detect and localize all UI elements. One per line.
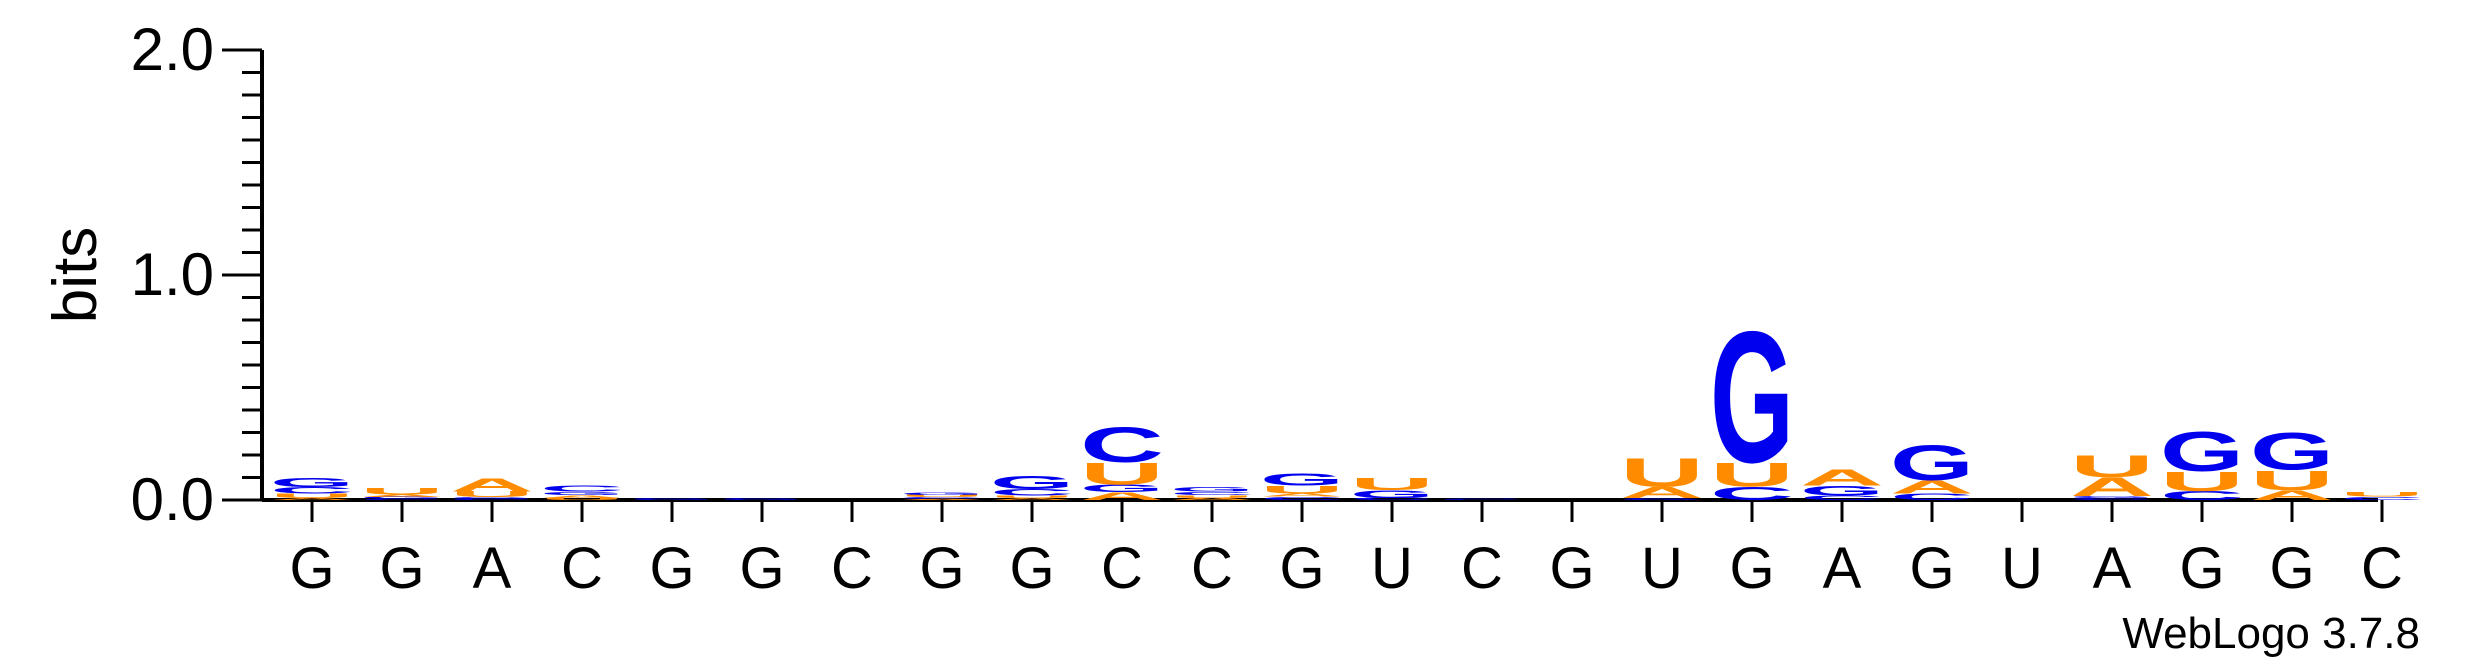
x-tick-label: C [1101, 536, 1143, 601]
x-tick-label: C [1191, 536, 1233, 601]
logo-letter-C: C [990, 487, 1074, 497]
logo-letter-U: U [540, 497, 624, 500]
logo-letter-C: C [1710, 483, 1794, 504]
logo-letter-U: U [1080, 456, 1164, 491]
logo-letter-A: A [2250, 487, 2334, 503]
logo-letter-U: U [2340, 491, 2424, 498]
logo-letter-U: U [2160, 465, 2244, 497]
logo-letter-G: G [990, 472, 1074, 493]
logo-letter-A: A [1260, 492, 1344, 497]
logo-letter-U: U [1620, 450, 1704, 495]
logo-letter-A: A [360, 494, 444, 497]
x-tick-label: U [2001, 536, 2043, 601]
logo-letter-U: U [1260, 483, 1344, 495]
logo-letter-G: G [1350, 488, 1434, 500]
logo-letter-A: A [270, 498, 354, 501]
logo-letter-G: G [2070, 495, 2154, 498]
logo-letter-U: U [1170, 494, 1254, 498]
logo-letter-G: G [540, 491, 624, 496]
logo-letter-C: C [270, 485, 354, 495]
logo-letter-C: C [1350, 497, 1434, 500]
x-tick-label: G [649, 536, 694, 601]
logo-letter-G: G [1170, 486, 1254, 493]
logo-letter-G: G [2250, 422, 2334, 481]
logo-letter-G: G [1080, 482, 1164, 494]
x-tick-label: A [473, 536, 512, 601]
logo-letter-A: A [1620, 484, 1704, 502]
x-tick-label: G [289, 536, 334, 601]
logo-letter-G: G [1890, 435, 1974, 491]
y-tick-label: 0.0 [131, 466, 214, 533]
logo-letter-C: C [450, 499, 534, 501]
x-tick-label: G [1009, 536, 1054, 601]
logo-letter-A: A [900, 499, 984, 501]
logo-letter-A: A [1800, 464, 1884, 490]
logo-letter-C: C [900, 497, 984, 500]
logo-letter-U: U [990, 495, 1074, 499]
x-tick-label: C [561, 536, 603, 601]
logo-letter-A: A [450, 475, 534, 496]
logo-letter-U: U [900, 494, 984, 497]
logo-letter-G: G [2160, 420, 2244, 483]
logo-letter-G: G [1800, 483, 1884, 499]
logo-letter-U: U [450, 490, 534, 499]
logo-letter-A: A [540, 494, 624, 498]
logo-letter-C: C [1080, 417, 1164, 473]
logo-letter-A: A [1080, 490, 1164, 502]
logo-letter-C: C [540, 485, 624, 494]
logo-letter-U: U [2070, 449, 2154, 484]
logo-letter-G: G [1260, 470, 1344, 489]
logo-letter-C: C [1800, 494, 1884, 501]
logo-letter-C: C [1440, 499, 1524, 501]
logo-letter-C: C [2160, 489, 2244, 503]
logo-letter-G: G [270, 476, 354, 490]
x-tick-label: G [1729, 536, 1774, 601]
x-tick-label: G [1279, 536, 1324, 601]
logo-letter-U: U [1350, 474, 1434, 493]
logo-letter-A: A [990, 498, 1074, 501]
logo-letter-G: G [720, 497, 804, 500]
x-tick-label: U [1371, 536, 1413, 601]
x-tick-label: A [1823, 536, 1862, 601]
x-tick-label: G [1549, 536, 1594, 601]
logo-letter-C: C [1170, 491, 1254, 496]
logo-letter-U: U [1710, 456, 1794, 494]
x-tick-label: G [379, 536, 424, 601]
logo-letter-A: A [2070, 472, 2154, 502]
x-tick-label: G [2269, 536, 2314, 601]
logo-letter-U: U [270, 493, 354, 500]
x-tick-label: G [1909, 536, 1954, 601]
x-tick-label: C [1461, 536, 1503, 601]
y-tick-label: 1.0 [131, 241, 214, 308]
x-tick-label: G [919, 536, 964, 601]
x-tick-label: G [2179, 536, 2224, 601]
logo-letter-C: C [1890, 492, 1974, 502]
logo-letter-C: C [2340, 496, 2424, 501]
x-tick-label: A [2093, 536, 2132, 601]
x-tick-label: G [739, 536, 784, 601]
weblogo-credit: WebLogo 3.7.8 [2122, 609, 2420, 658]
logo-letter-G: G [360, 496, 444, 499]
x-tick-label: U [1641, 536, 1683, 601]
x-tick-label: C [2361, 536, 2403, 601]
logo-letter-A: A [1890, 476, 1974, 497]
y-axis-label: bits [41, 227, 110, 323]
logo-letter-C: C [360, 498, 444, 500]
logo-letter-G: G [900, 491, 984, 495]
logo-letter-G: G [450, 497, 534, 500]
logo-letter-U: U [360, 486, 444, 496]
logo-letter-G: G [630, 497, 714, 500]
logo-letter-A: A [1170, 497, 1254, 500]
logo-letter-C: C [2070, 498, 2154, 501]
logo-letter-G: G [1620, 497, 1704, 500]
logo-letter-U: U [2250, 464, 2334, 496]
y-tick-label: 2.0 [131, 16, 214, 83]
logo-letter-C: C [1260, 496, 1344, 501]
x-tick-label: C [831, 536, 873, 601]
y-axis-ticks: 0.0 1.0 2.0 [131, 16, 262, 533]
logo-letter-G: G [1710, 294, 1794, 502]
